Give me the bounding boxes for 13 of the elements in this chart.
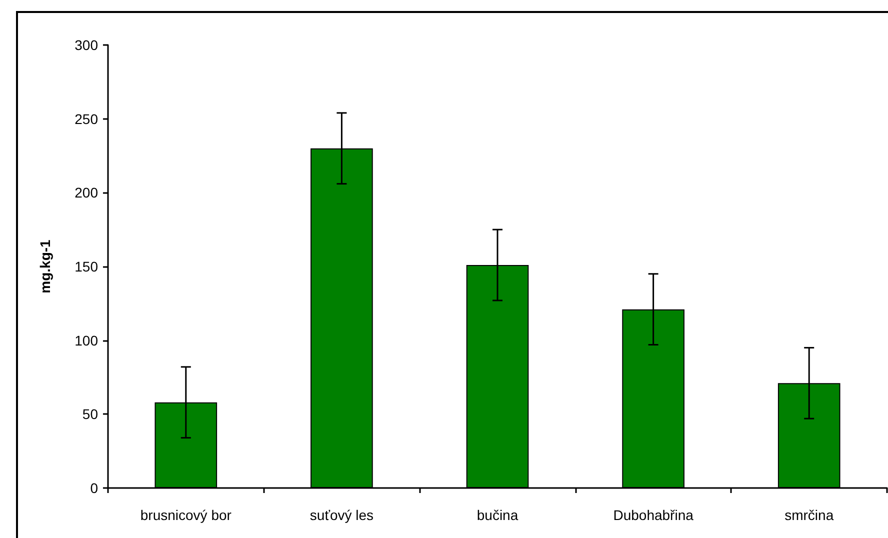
y-tick-label: 150 xyxy=(74,258,98,274)
y-tick-label: 200 xyxy=(74,184,98,201)
y-tick-label: 300 xyxy=(74,37,98,53)
x-tick-label: suťový les xyxy=(310,507,374,523)
x-tick-label: Dubohabřina xyxy=(613,507,694,523)
y-tick-label: 0 xyxy=(90,480,98,496)
y-tick-label: 250 xyxy=(74,110,98,127)
y-tick-label: 100 xyxy=(74,332,98,348)
x-tick-label: bučina xyxy=(476,507,518,523)
y-tick-label: 50 xyxy=(82,406,98,422)
x-tick-label: brusnicový bor xyxy=(140,507,232,523)
y-axis-title: mg.kg-1 xyxy=(37,239,53,294)
x-tick-label: smrčina xyxy=(784,507,834,523)
